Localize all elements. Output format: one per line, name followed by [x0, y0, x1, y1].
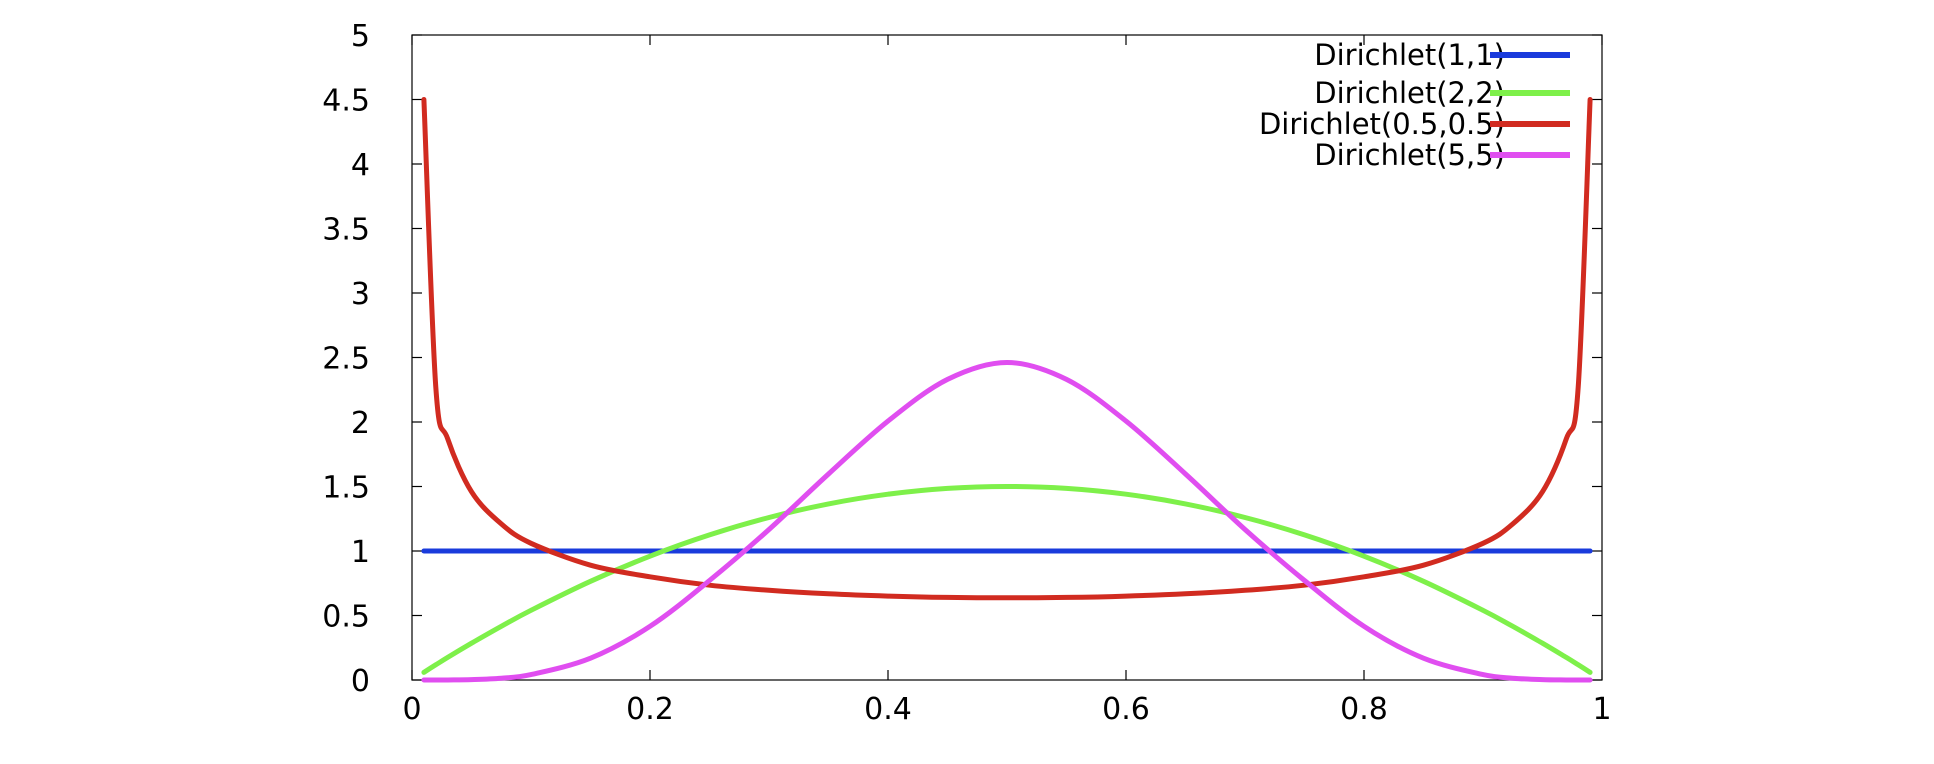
- y-tick-label: 4: [351, 148, 370, 183]
- series-line-dirichlet-5-5: [421, 360, 1593, 683]
- x-tick-label: 0: [402, 692, 421, 727]
- x-tick-label: 1: [1592, 692, 1611, 727]
- y-tick-label: 5: [351, 19, 370, 54]
- legend-label-dirichlet-2-2: Dirichlet(2,2): [1314, 76, 1505, 110]
- series-layer: [421, 97, 1593, 683]
- series-line-dirichlet-0-5-0-5: [421, 97, 1593, 601]
- y-tick-label: 4.5: [322, 84, 370, 119]
- y-tick-label: 1.5: [322, 471, 370, 506]
- x-tick-label: 0.6: [1102, 692, 1150, 727]
- y-tick-label: 3: [351, 277, 370, 312]
- series-line-dirichlet-2-2: [421, 484, 1593, 675]
- y-axis: 0 0.5 1 1.5 2 2.5 3 3.5 4 4.5 5: [322, 19, 1602, 699]
- x-tick-label: 0.8: [1340, 692, 1388, 727]
- x-axis: 0 0.2 0.4 0.6 0.8 1: [402, 35, 1612, 727]
- y-tick-label: 2: [351, 406, 370, 441]
- legend: Dirichlet(1,1) Dirichlet(2,2)Dirichlet(0.…: [1259, 38, 1570, 172]
- y-tick-label: 1: [351, 535, 370, 570]
- legend-label-dirichlet-0-5-0-5: Dirichlet(0.5,0.5): [1259, 107, 1505, 141]
- legend-label-dirichlet-1-1: Dirichlet(1,1): [1314, 38, 1505, 72]
- legend-label-dirichlet-5-5: Dirichlet(5,5): [1314, 138, 1505, 172]
- x-tick-label: 0.2: [626, 692, 674, 727]
- y-tick-label: 2.5: [322, 342, 370, 377]
- y-tick-label: 3.5: [322, 213, 370, 248]
- x-tick-label: 0.4: [864, 692, 912, 727]
- y-tick-label: 0.5: [322, 600, 370, 635]
- y-tick-label: 0: [351, 664, 370, 699]
